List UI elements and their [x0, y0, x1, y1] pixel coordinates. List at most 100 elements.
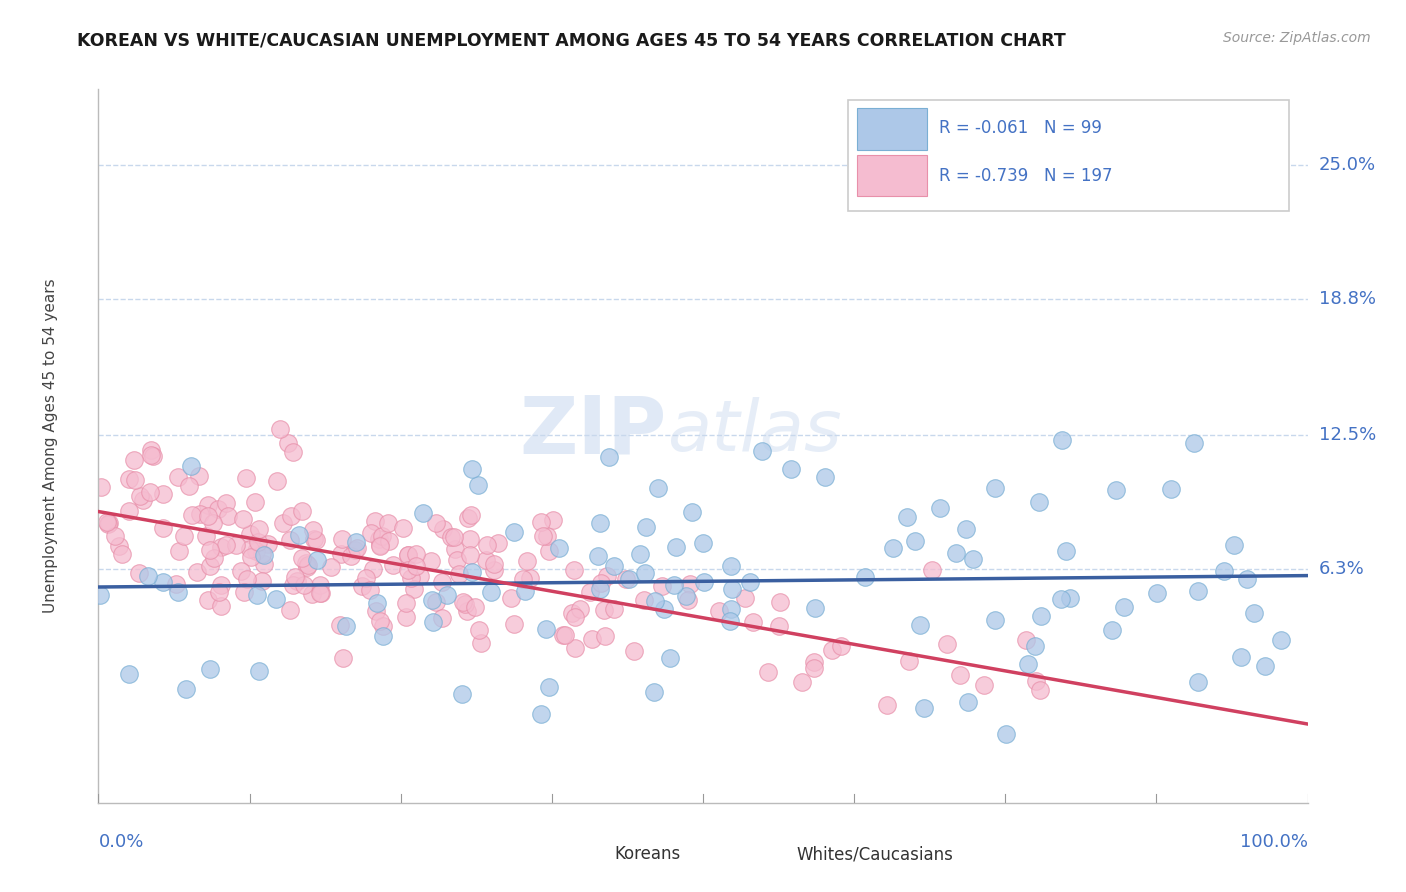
- Point: [195, 529, 218, 543]
- Point: [420, 554, 443, 568]
- Point: [676, 592, 699, 607]
- Point: [458, 532, 481, 546]
- Point: [405, 558, 427, 573]
- Point: [804, 601, 827, 615]
- Point: [586, 549, 609, 563]
- Point: [541, 513, 564, 527]
- Point: [820, 642, 842, 657]
- Point: [503, 617, 526, 632]
- Point: [420, 593, 443, 607]
- Point: [603, 602, 626, 616]
- Point: [436, 588, 458, 602]
- Point: [366, 596, 388, 610]
- Point: [378, 534, 401, 549]
- Point: [803, 661, 825, 675]
- Point: [110, 547, 132, 561]
- Point: [792, 675, 814, 690]
- Point: [330, 533, 353, 547]
- Point: [209, 578, 232, 592]
- Point: [593, 629, 616, 643]
- Point: [742, 615, 765, 630]
- Point: [623, 644, 645, 658]
- Point: [367, 533, 389, 547]
- Point: [371, 619, 394, 633]
- Point: [813, 469, 835, 483]
- Point: [165, 577, 187, 591]
- Point: [453, 595, 475, 609]
- Point: [280, 509, 302, 524]
- Text: 0.0%: 0.0%: [98, 833, 143, 851]
- Point: [198, 662, 221, 676]
- Point: [935, 637, 957, 651]
- Point: [136, 569, 159, 583]
- Point: [707, 604, 730, 618]
- Point: [1105, 483, 1128, 497]
- Point: [973, 678, 995, 692]
- Point: [346, 534, 368, 549]
- Point: [232, 511, 254, 525]
- Text: 18.8%: 18.8%: [1319, 290, 1375, 308]
- Point: [614, 572, 637, 586]
- Point: [1101, 623, 1123, 637]
- Point: [1050, 592, 1073, 607]
- Point: [531, 529, 554, 543]
- Text: atlas: atlas: [666, 397, 841, 467]
- Point: [405, 547, 427, 561]
- Point: [994, 727, 1017, 741]
- Point: [1187, 584, 1209, 599]
- Point: [450, 687, 472, 701]
- Point: [381, 558, 404, 572]
- Point: [486, 535, 509, 549]
- Point: [519, 571, 541, 585]
- Point: [1050, 433, 1073, 447]
- Point: [281, 578, 304, 592]
- Point: [634, 520, 657, 534]
- Point: [209, 540, 232, 554]
- Point: [250, 547, 273, 561]
- Point: [475, 538, 498, 552]
- Point: [803, 655, 825, 669]
- Point: [908, 618, 931, 632]
- Point: [1236, 572, 1258, 586]
- Point: [578, 585, 600, 599]
- Point: [271, 516, 294, 531]
- Point: [651, 579, 673, 593]
- Point: [1223, 538, 1246, 552]
- Point: [284, 570, 307, 584]
- Point: [329, 618, 352, 632]
- Point: [215, 538, 238, 552]
- Point: [302, 532, 325, 546]
- Point: [512, 572, 534, 586]
- Point: [309, 586, 332, 600]
- Point: [394, 595, 416, 609]
- Point: [634, 566, 657, 581]
- Point: [738, 575, 761, 590]
- Point: [232, 584, 254, 599]
- Point: [96, 515, 118, 529]
- Point: [1230, 649, 1253, 664]
- Point: [89, 588, 111, 602]
- Text: R = -0.061   N = 99: R = -0.061 N = 99: [939, 120, 1102, 137]
- Point: [187, 469, 209, 483]
- Point: [97, 516, 120, 531]
- Point: [446, 553, 468, 567]
- Point: [589, 582, 612, 597]
- Point: [396, 563, 419, 577]
- Point: [152, 487, 174, 501]
- Point: [291, 504, 314, 518]
- Point: [751, 444, 773, 458]
- Point: [370, 539, 392, 553]
- Point: [897, 655, 920, 669]
- Point: [564, 610, 586, 624]
- Point: [596, 569, 619, 583]
- Point: [278, 603, 301, 617]
- Point: [104, 529, 127, 543]
- Text: 25.0%: 25.0%: [1319, 156, 1376, 174]
- Point: [186, 565, 208, 579]
- Point: [779, 461, 801, 475]
- Point: [167, 544, 190, 558]
- Point: [422, 615, 444, 630]
- Point: [243, 494, 266, 508]
- Point: [502, 525, 524, 540]
- Point: [430, 574, 453, 589]
